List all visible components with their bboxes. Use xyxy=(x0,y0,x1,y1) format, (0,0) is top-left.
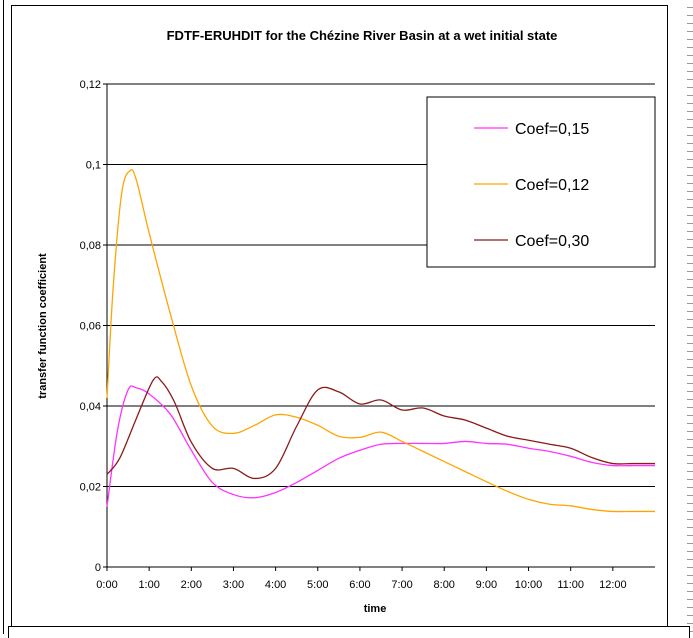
y-tick-label-0: 0 xyxy=(95,562,101,574)
legend[interactable]: Coef=0,15 Coef=0,12 Coef=0,30 xyxy=(426,96,656,268)
x-tick-labels: 0:00 1:00 2:00 3:00 4:00 5:00 6:00 7:00 8:00 9:00… xyxy=(96,579,626,591)
y-axis-label: transfer function coefficient xyxy=(37,253,49,399)
x-tick-label-6: 6:00 xyxy=(349,579,370,591)
x-tick-label-8: 8:00 xyxy=(434,579,455,591)
y-tick-label-5: 0,1 xyxy=(86,160,101,172)
legend-box xyxy=(426,96,656,268)
y-tick-labels: 0 0,02 0,04 0,06 0,08 0,1 0,12 xyxy=(80,79,101,574)
x-tick-label-0: 0:00 xyxy=(96,579,117,591)
left-frame-strip xyxy=(0,0,4,634)
x-tick-label-7: 7:00 xyxy=(391,579,412,591)
x-tick-label-5: 5:00 xyxy=(307,579,328,591)
x-tick-label-3: 3:00 xyxy=(223,579,244,591)
right-row-ruler xyxy=(687,0,693,634)
legend-label-1: Coef=0,12 xyxy=(515,177,589,194)
legend-label-2: Coef=0,30 xyxy=(515,233,589,250)
series-layer xyxy=(106,169,655,513)
axes-layer xyxy=(103,83,655,571)
chart-title: FDTF-ERUHDIT for the Chézine River Basin… xyxy=(167,28,558,43)
x-tick-label-2: 2:00 xyxy=(181,579,202,591)
x-tick-label-10: 10:00 xyxy=(515,579,543,591)
x-axis-label: time xyxy=(364,603,387,615)
y-tick-label-3: 0,06 xyxy=(80,321,101,333)
series-line-1 xyxy=(106,169,655,513)
x-tick-label-11: 11:00 xyxy=(557,579,584,591)
legend-label-0: Coef=0,15 xyxy=(515,121,589,138)
y-tick-label-6: 0,12 xyxy=(80,79,101,91)
x-tick-label-4: 4:00 xyxy=(265,579,286,591)
x-tick-label-1: 1:00 xyxy=(138,579,159,591)
y-tick-label-4: 0,08 xyxy=(80,240,101,252)
series-line-0 xyxy=(106,385,655,507)
y-tick-label-2: 0,04 xyxy=(80,401,101,413)
x-tick-label-12: 12:00 xyxy=(599,579,627,591)
y-tick-label-1: 0,02 xyxy=(80,482,101,494)
x-tick-label-9: 9:00 xyxy=(476,579,497,591)
series-line-2 xyxy=(106,376,655,480)
